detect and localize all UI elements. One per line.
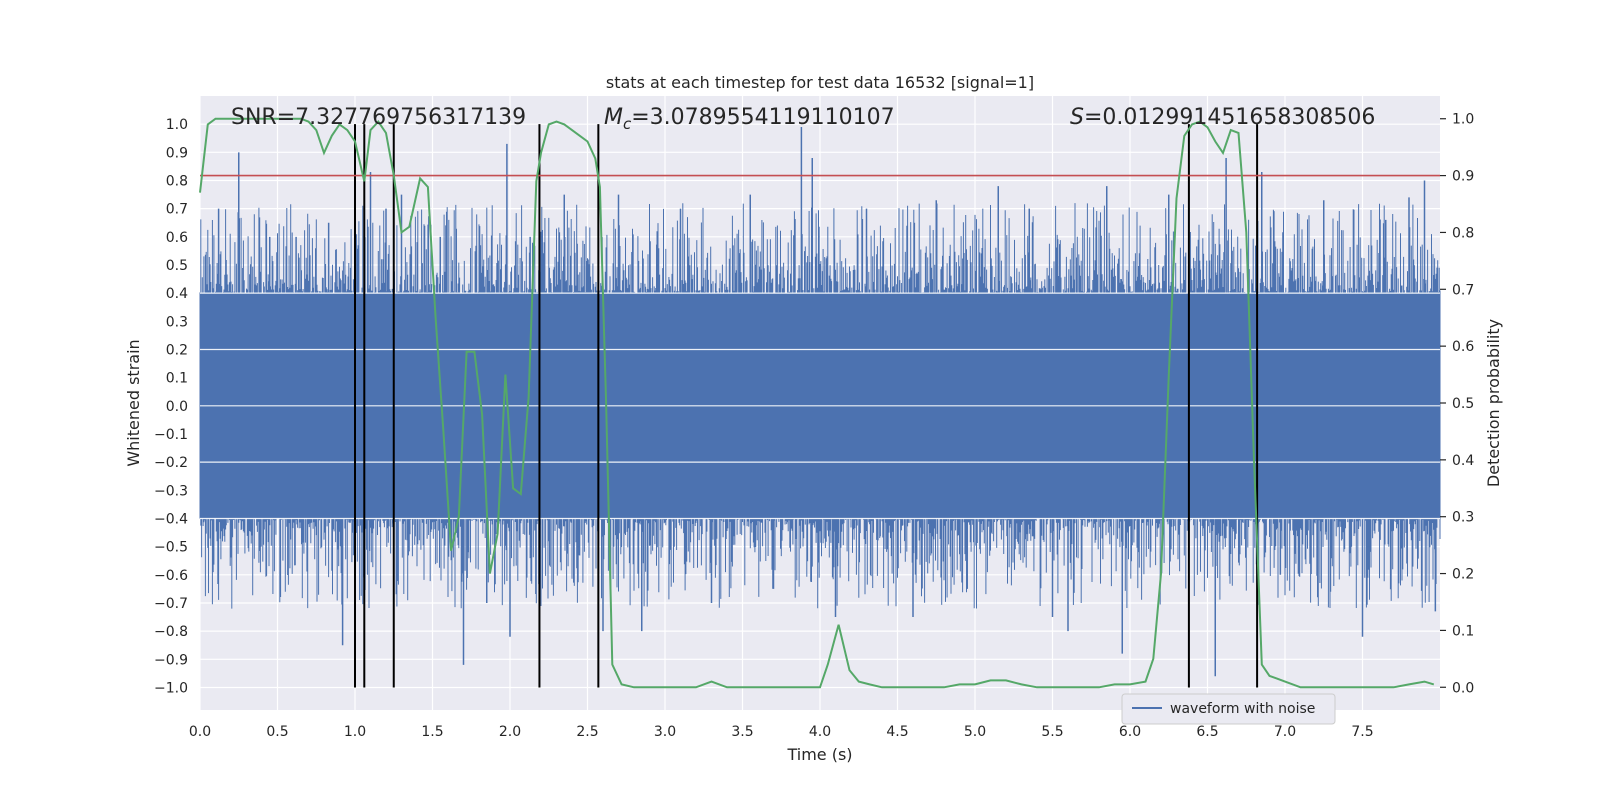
x-tick-label: 0.5	[266, 724, 288, 740]
y-tick-label: −0.9	[154, 652, 188, 668]
y-right-tick-label: 0.2	[1452, 567, 1474, 583]
y-right-tick-label: 0.3	[1452, 510, 1474, 526]
snr-annotation: SNR=7.327769756317139	[231, 105, 526, 130]
y-tick-label: 0.8	[166, 173, 188, 189]
y-tick-label: −0.6	[154, 568, 188, 584]
y-tick-label: 0.9	[166, 145, 188, 161]
chirp-mass-annotation: Mc=3.0789554119110107	[604, 105, 895, 133]
chirp-mass-subscript: c	[623, 115, 632, 133]
y-tick-label: −0.5	[154, 540, 188, 556]
x-axis-ticks: 0.0 0.5 1.0 1.5 2.0 2.5 3.0 3.5 4.0 4.5 5.0 5.5 6.0 6…	[189, 724, 1374, 740]
y-right-tick-label: 0.7	[1452, 282, 1474, 298]
y-tick-label: −0.3	[154, 483, 188, 499]
y-tick-label: 0.6	[166, 230, 188, 246]
s-annotation: S=0.012991451658308506	[1070, 105, 1375, 130]
x-tick-label: 7.0	[1274, 724, 1296, 740]
legend-box	[1121, 693, 1336, 725]
y-right-axis-label: Detection probability	[1484, 319, 1503, 487]
x-tick-label: 1.5	[421, 724, 443, 740]
y-right-tick-label: 0.5	[1452, 396, 1474, 412]
x-tick-label: 6.5	[1196, 724, 1218, 740]
x-tick-label: 5.5	[1041, 724, 1063, 740]
x-tick-label: 6.0	[1119, 724, 1141, 740]
y-tick-label: 1.0	[166, 117, 188, 133]
y-right-tick-label: 0.8	[1452, 225, 1474, 241]
x-tick-label: 7.5	[1351, 724, 1373, 740]
y-tick-label: 0.4	[166, 286, 188, 302]
y-right-tick-label: 0.6	[1452, 339, 1474, 355]
x-tick-label: 2.5	[576, 724, 598, 740]
y-tick-label: 0.1	[166, 371, 188, 387]
x-tick-label: 1.0	[344, 724, 366, 740]
chart-title: stats at each timestep for test data 165…	[606, 73, 1034, 92]
waveform-series	[199, 126, 1441, 677]
x-tick-label: 3.5	[731, 724, 753, 740]
y-tick-label: 0.3	[166, 314, 188, 330]
chirp-mass-symbol: M	[604, 105, 623, 130]
probability-series	[199, 117, 1435, 689]
y-tick-label: −0.2	[154, 455, 188, 471]
legend: waveform with noise	[1121, 693, 1336, 725]
y-tick-label: 0.2	[166, 342, 188, 358]
y-right-axis-ticks: 0.0 0.1 0.2 0.3 0.4 0.5 0.6 0.7 0.8 0.9 1.0	[1440, 112, 1474, 696]
y-right-tick-label: 0.9	[1452, 169, 1474, 185]
y-tick-label: 0.7	[166, 202, 188, 218]
legend-label: waveform with noise	[1170, 701, 1315, 717]
x-tick-label: 4.5	[886, 724, 908, 740]
x-tick-label: 2.0	[499, 724, 521, 740]
x-tick-label: 5.0	[964, 724, 986, 740]
y-right-tick-label: 0.0	[1452, 680, 1474, 696]
y-right-tick-label: 1.0	[1452, 112, 1474, 128]
y-tick-label: −0.8	[154, 624, 188, 640]
y-axis-ticks: −1.0 −0.9 −0.8 −0.7 −0.6 −0.5 −0.4 −0.3 −0.2 −0.1…	[154, 117, 188, 696]
chirp-mass-value: =3.0789554119110107	[631, 105, 894, 130]
x-tick-label: 3.0	[654, 724, 676, 740]
y-right-tick-label: 0.4	[1452, 453, 1474, 469]
vertical-markers	[354, 124, 1259, 688]
x-tick-label: 4.0	[809, 724, 831, 740]
y-right-tick-label: 0.1	[1452, 623, 1474, 639]
s-symbol: S	[1070, 105, 1084, 130]
probability-line	[199, 117, 1435, 689]
y-tick-label: −0.7	[154, 596, 188, 612]
y-tick-label: 0.5	[166, 258, 188, 274]
y-tick-label: −0.1	[154, 427, 188, 443]
y-axis-label: Whitened strain	[124, 339, 143, 466]
x-tick-label: 0.0	[189, 724, 211, 740]
y-tick-label: 0.0	[166, 399, 188, 415]
s-value: =0.012991451658308506	[1084, 105, 1375, 130]
y-tick-label: −0.4	[154, 511, 188, 527]
y-tick-label: −1.0	[154, 680, 188, 696]
x-axis-label: Time (s)	[786, 745, 852, 764]
